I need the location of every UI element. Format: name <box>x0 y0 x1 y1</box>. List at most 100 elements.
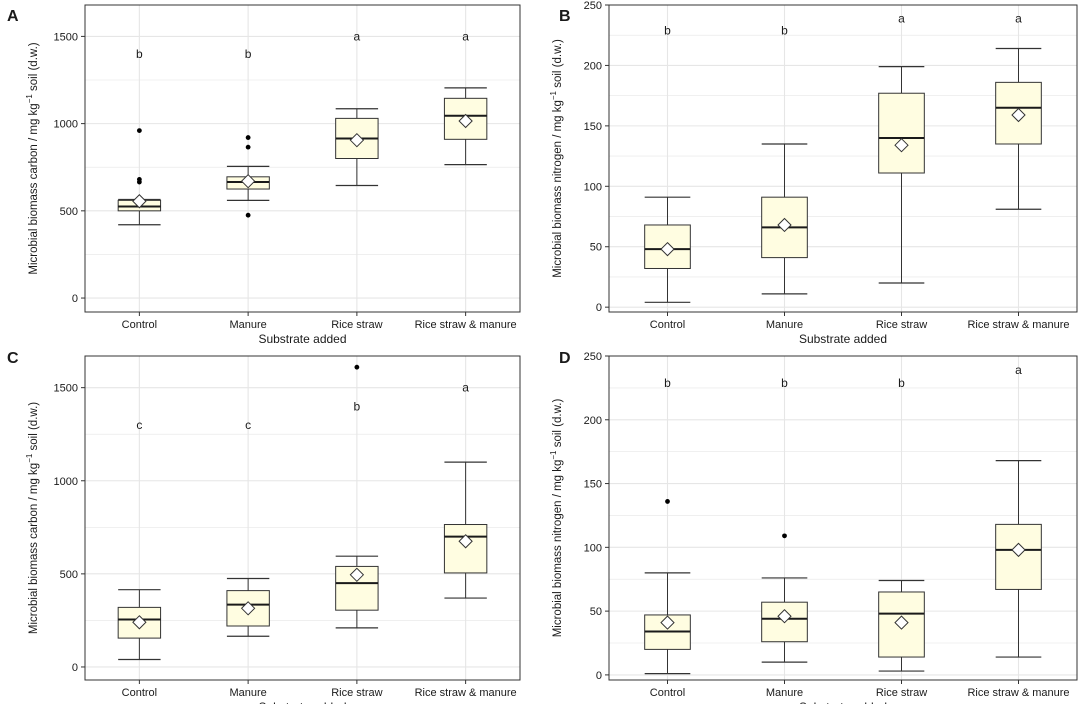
y-tick-label: 500 <box>60 569 78 581</box>
box-manure: b <box>226 47 270 218</box>
x-axis-title: Substrate added <box>258 332 346 346</box>
y-axis-title: Microbial biomass nitrogen / mg kg−1 soi… <box>549 399 564 638</box>
y-tick-label: 200 <box>584 415 602 427</box>
box-rice-straw: b <box>878 376 925 672</box>
box-control: b <box>644 376 691 675</box>
outlier-point <box>782 533 787 539</box>
mean-diamond <box>1011 107 1026 123</box>
significance-letter: a <box>1015 11 1022 25</box>
y-tick-label: 0 <box>596 302 602 314</box>
panel-label: D <box>559 350 571 367</box>
y-tick-label: 0 <box>72 293 78 305</box>
y-axis-title-main: Microbial biomass carbon / mg kg <box>28 103 40 274</box>
mean-diamond <box>240 601 256 616</box>
mean-diamond <box>132 615 147 630</box>
box-rice-straw: b <box>335 364 379 629</box>
significance-letter: a <box>462 381 469 395</box>
panel-d: 0 50 100 150 200 250 b Control b Manure b Rice stra… <box>549 350 1078 704</box>
x-tick-label: Rice straw & manure <box>967 687 1069 699</box>
y-tick-label: 150 <box>584 479 602 491</box>
iqr-box <box>443 524 488 574</box>
y-axis-title-superscript: −1 <box>25 453 34 463</box>
x-tick-label: Rice straw <box>876 687 927 699</box>
significance-letter: c <box>245 418 251 432</box>
outlier-point <box>354 364 360 370</box>
plot-border <box>608 355 1078 681</box>
plot-border <box>84 355 521 681</box>
outlier-point <box>245 212 251 218</box>
box-manure: b <box>761 23 808 295</box>
y-axis-title: Microbial biomass carbon / mg kg−1 soil … <box>25 402 40 634</box>
box-control: c <box>117 418 162 661</box>
mean-diamond <box>777 217 792 233</box>
significance-letter: a <box>898 11 905 25</box>
y-axis-title-unit: soil (d.w.) <box>28 402 40 454</box>
mean-diamond <box>660 615 675 630</box>
y-axis-title-unit: soil (d.w.) <box>28 42 40 94</box>
panel-label: B <box>559 8 571 25</box>
x-tick-label: Control <box>122 687 157 699</box>
y-tick-label: 0 <box>72 662 78 674</box>
y-axis-title-unit: soil (d.w.) <box>552 39 564 91</box>
panel-label: C <box>7 350 19 367</box>
y-tick-label: 250 <box>584 0 602 12</box>
y-axis-title: Microbial biomass carbon / mg kg−1 soil … <box>25 42 40 274</box>
x-tick-label: Rice straw & manure <box>967 319 1069 331</box>
mean-diamond <box>240 173 256 189</box>
y-axis-title-superscript: −1 <box>25 94 34 104</box>
box-control: b <box>644 23 691 303</box>
significance-letter: b <box>664 23 671 37</box>
x-axis-title: Substrate added <box>258 700 346 704</box>
significance-letter: b <box>136 47 143 61</box>
y-tick-label: 50 <box>590 242 602 254</box>
mean-diamond <box>777 609 792 624</box>
y-axis-title-superscript: −1 <box>549 450 558 460</box>
mean-diamond <box>660 241 675 257</box>
box-rice-straw: a <box>878 11 925 284</box>
outlier-point <box>665 499 670 504</box>
mean-diamond <box>349 132 365 148</box>
y-tick-label: 50 <box>590 606 602 618</box>
y-tick-label: 1000 <box>54 119 78 131</box>
box-manure: c <box>226 418 270 637</box>
panel-b: 0 50 100 150 200 250 b Control b Manure a Rice stra… <box>549 0 1078 346</box>
x-tick-label: Manure <box>229 319 266 331</box>
x-tick-label: Manure <box>766 687 803 699</box>
mean-diamond <box>132 194 147 209</box>
y-tick-label: 100 <box>584 181 602 193</box>
y-tick-label: 1500 <box>54 31 78 43</box>
mean-diamond <box>1011 542 1026 558</box>
outlier-point <box>245 135 251 140</box>
x-tick-label: Manure <box>766 319 803 331</box>
x-tick-label: Manure <box>229 687 266 699</box>
box-rice-straw-manure: a <box>443 381 488 599</box>
significance-letter: b <box>898 376 905 390</box>
outlier-point <box>136 128 142 133</box>
significance-letter: a <box>354 29 361 43</box>
panel-a: 0 500 1000 1500 b Control b Manure a Rice straw a R… <box>7 4 521 346</box>
mean-diamond <box>349 567 365 583</box>
y-tick-label: 200 <box>584 60 602 72</box>
x-axis-title: Substrate added <box>799 332 887 346</box>
iqr-box <box>878 92 925 174</box>
y-axis-title: Microbial biomass nitrogen / mg kg−1 soi… <box>549 39 564 278</box>
x-axis-title: Substrate added <box>799 700 887 704</box>
box-control: b <box>117 47 162 226</box>
panel-c: 0 500 1000 1500 c Control c Manure b Rice straw a R… <box>7 350 521 704</box>
significance-letter: b <box>354 399 361 413</box>
y-tick-label: 250 <box>584 351 602 363</box>
x-tick-label: Rice straw & manure <box>415 687 517 699</box>
y-tick-label: 1500 <box>54 383 78 395</box>
x-tick-label: Control <box>650 319 685 331</box>
box-rice-straw: a <box>335 29 379 187</box>
outlier-point <box>245 144 251 150</box>
y-axis-title-unit: soil (d.w.) <box>552 399 564 451</box>
x-tick-label: Control <box>650 687 685 699</box>
y-tick-label: 150 <box>584 121 602 133</box>
box-rice-straw-manure: a <box>443 29 488 166</box>
significance-letter: a <box>1015 363 1022 377</box>
y-axis-title-superscript: −1 <box>549 90 558 100</box>
plot-border <box>608 4 1078 313</box>
x-tick-label: Rice straw <box>876 319 927 331</box>
